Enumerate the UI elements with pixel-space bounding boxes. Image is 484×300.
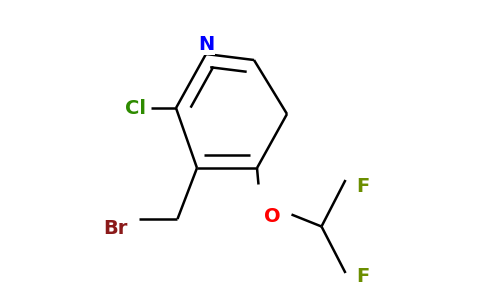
Text: F: F (356, 176, 369, 196)
Text: F: F (356, 266, 369, 286)
Text: O: O (264, 206, 280, 226)
Text: Cl: Cl (125, 98, 146, 118)
Text: N: N (198, 35, 214, 54)
Text: Br: Br (104, 218, 128, 238)
